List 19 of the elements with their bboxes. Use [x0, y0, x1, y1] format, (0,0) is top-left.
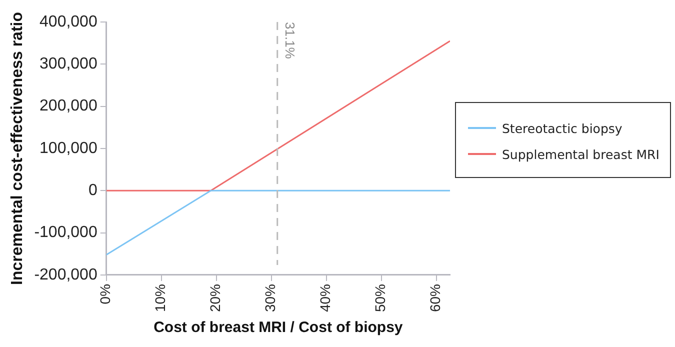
y-tick-label: -200,000	[34, 266, 98, 284]
y-tick-label: 400,000	[40, 13, 98, 30]
y-axis-title: Incremental cost-effectiveness ratio	[9, 12, 26, 285]
x-tick-label: 30%	[262, 284, 278, 312]
y-tick-label: 200,000	[40, 98, 98, 115]
y-tick-label: 0	[88, 182, 98, 200]
ref-line-label: 31.1%	[282, 22, 298, 60]
x-axis-title: Cost of breast MRI / Cost of biopsy	[154, 319, 404, 336]
y-tick-label: 300,000	[40, 56, 98, 73]
legend-label: Stereotactic biopsy	[502, 120, 622, 136]
x-tick-label: 0%	[97, 284, 114, 304]
x-tick-label: 60%	[427, 284, 444, 312]
x-tick-label: 10%	[152, 284, 168, 312]
y-tick-label: -100,000	[34, 224, 98, 242]
x-tick-label: 20%	[207, 284, 224, 312]
x-tick-label: 40%	[317, 284, 334, 312]
legend-label: Supplemental breast MRI	[502, 146, 660, 162]
y-tick-label: 100,000	[40, 140, 98, 157]
x-tick-label: 50%	[372, 284, 388, 312]
